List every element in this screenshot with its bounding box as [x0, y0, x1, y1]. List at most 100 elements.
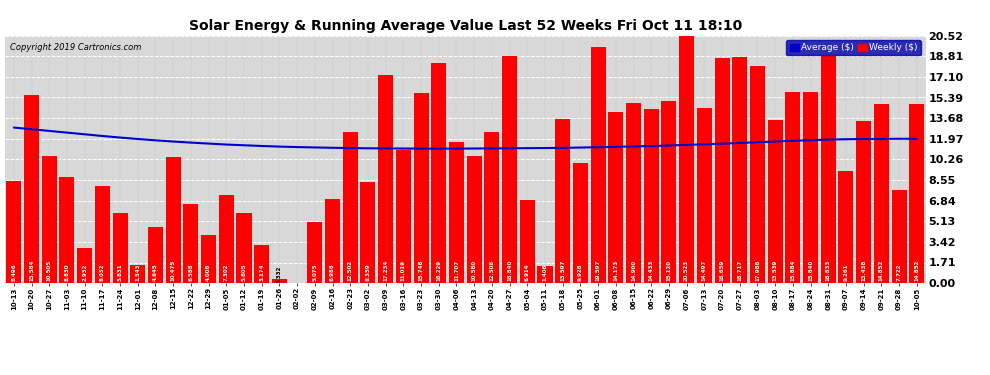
Bar [325, 199, 340, 283]
Legend: Average ($), Weekly ($): Average ($), Weekly ($) [786, 40, 921, 56]
Text: 13.539: 13.539 [772, 260, 778, 281]
Text: 11.707: 11.707 [454, 260, 459, 281]
Text: 10.475: 10.475 [170, 260, 175, 281]
Text: 18.833: 18.833 [826, 260, 831, 281]
Bar [767, 120, 783, 283]
Text: 15.840: 15.840 [808, 260, 813, 281]
Text: 0.332: 0.332 [277, 266, 282, 283]
Bar [626, 104, 642, 283]
Bar [644, 109, 658, 283]
Text: 4.008: 4.008 [206, 264, 211, 281]
Text: 12.502: 12.502 [347, 260, 352, 281]
Bar [432, 63, 446, 283]
Text: 18.659: 18.659 [720, 260, 725, 281]
Text: 6.914: 6.914 [525, 264, 530, 281]
Bar [448, 142, 464, 283]
Text: 7.722: 7.722 [897, 264, 902, 281]
Text: 19.597: 19.597 [596, 260, 601, 281]
Bar [661, 101, 676, 283]
Bar [24, 95, 39, 283]
Text: 18.717: 18.717 [738, 260, 742, 281]
Text: 13.597: 13.597 [560, 260, 565, 281]
Text: 8.830: 8.830 [64, 264, 69, 281]
Bar [42, 156, 56, 283]
Bar [538, 266, 552, 283]
Bar [856, 121, 871, 283]
Bar [892, 190, 907, 283]
Bar [343, 132, 357, 283]
Bar [148, 227, 163, 283]
Bar [573, 164, 588, 283]
Bar [59, 177, 74, 283]
Text: 14.852: 14.852 [915, 260, 920, 281]
Text: 8.359: 8.359 [365, 264, 370, 281]
Bar [360, 182, 375, 283]
Text: 1.543: 1.543 [136, 264, 141, 281]
Bar [272, 279, 287, 283]
Text: 14.173: 14.173 [613, 260, 619, 281]
Text: 15.120: 15.120 [666, 260, 671, 281]
Bar [378, 75, 393, 283]
Text: 15.748: 15.748 [419, 260, 424, 281]
Bar [219, 195, 234, 283]
Bar [237, 213, 251, 283]
Text: 9.261: 9.261 [843, 264, 848, 281]
Bar [608, 112, 624, 283]
Text: 8.496: 8.496 [11, 264, 16, 281]
Text: 17.988: 17.988 [755, 260, 760, 281]
Bar [466, 156, 482, 283]
Title: Solar Energy & Running Average Value Last 52 Weeks Fri Oct 11 18:10: Solar Energy & Running Average Value Las… [189, 19, 742, 33]
Text: 20.523: 20.523 [684, 260, 689, 281]
Text: 14.497: 14.497 [702, 260, 707, 281]
Text: 11.019: 11.019 [401, 260, 406, 281]
Text: 15.584: 15.584 [29, 260, 34, 281]
Text: 4.645: 4.645 [152, 264, 158, 281]
Bar [165, 157, 181, 283]
Text: 10.580: 10.580 [471, 260, 476, 281]
Bar [201, 235, 216, 283]
Bar [803, 92, 818, 283]
Bar [733, 57, 747, 283]
Bar [697, 108, 712, 283]
Bar [396, 150, 411, 283]
Text: 2.932: 2.932 [82, 264, 87, 281]
Text: 14.852: 14.852 [879, 260, 884, 281]
Bar [254, 245, 269, 283]
Text: 17.234: 17.234 [383, 260, 388, 281]
Bar [591, 47, 606, 283]
Text: 6.588: 6.588 [188, 264, 193, 281]
Bar [77, 248, 92, 283]
Bar [749, 66, 765, 283]
Text: 5.805: 5.805 [242, 264, 247, 281]
Bar [821, 56, 836, 283]
Text: 12.508: 12.508 [489, 260, 494, 281]
Bar [502, 56, 517, 283]
Text: 8.032: 8.032 [100, 264, 105, 281]
Bar [909, 104, 925, 283]
Bar [785, 92, 800, 283]
Bar [715, 58, 730, 283]
Bar [307, 222, 323, 283]
Text: 14.900: 14.900 [631, 260, 636, 281]
Text: 18.229: 18.229 [437, 260, 442, 281]
Bar [874, 104, 889, 283]
Bar [6, 181, 22, 283]
Bar [520, 200, 535, 283]
Text: 13.438: 13.438 [861, 260, 866, 281]
Text: Copyright 2019 Cartronics.com: Copyright 2019 Cartronics.com [10, 43, 141, 52]
Bar [414, 93, 429, 283]
Text: 1.408: 1.408 [543, 264, 547, 281]
Bar [555, 119, 570, 283]
Text: 10.505: 10.505 [47, 260, 51, 281]
Text: 5.831: 5.831 [118, 264, 123, 281]
Bar [679, 36, 694, 283]
Text: 9.928: 9.928 [578, 264, 583, 281]
Bar [484, 132, 499, 283]
Text: 14.433: 14.433 [648, 260, 653, 281]
Bar [95, 186, 110, 283]
Text: 5.075: 5.075 [312, 264, 318, 281]
Bar [131, 264, 146, 283]
Bar [839, 171, 853, 283]
Text: 15.884: 15.884 [790, 260, 795, 281]
Text: 3.174: 3.174 [259, 264, 264, 281]
